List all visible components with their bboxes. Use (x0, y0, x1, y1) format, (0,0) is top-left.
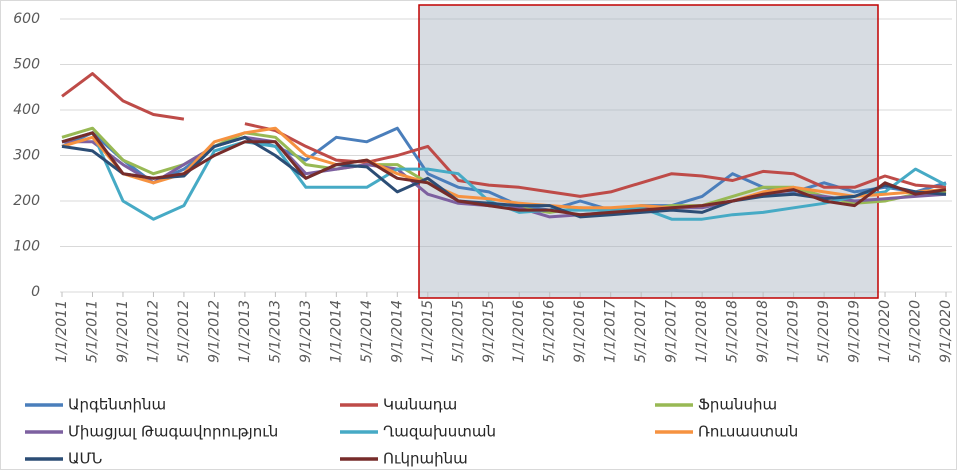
y-tick-label: 100 (13, 239, 40, 255)
x-tick-label: 9/1/2019 (847, 300, 863, 363)
x-tick-label: 5/1/2020 (908, 300, 924, 363)
y-tick-label: 0 (31, 284, 40, 300)
legend-label: Կանադա (383, 396, 457, 414)
y-tick-label: 500 (13, 57, 40, 73)
x-tick-label: 5/1/2017 (633, 300, 649, 363)
x-tick-label: 1/1/2020 (877, 300, 893, 363)
x-tick-label: 9/1/2016 (572, 300, 588, 363)
x-tick-label: 1/1/2015 (420, 300, 436, 363)
x-tick-label: 1/1/2011 (54, 300, 70, 363)
y-tick-label: 600 (13, 11, 40, 27)
x-tick-label: 9/1/2015 (481, 300, 497, 363)
x-tick-label: 1/1/2019 (786, 300, 802, 363)
legend-label: ԱՄՆ (68, 450, 102, 468)
x-tick-label: 5/1/2018 (725, 300, 741, 363)
legend-label: Ռուսաստան (698, 423, 798, 441)
x-tick-label: 5/1/2016 (542, 300, 558, 363)
series-line (61, 131, 947, 217)
y-tick-label: 200 (13, 193, 40, 209)
y-tick-label: 400 (13, 102, 40, 118)
x-tick-label: 5/1/2011 (84, 300, 100, 363)
legend-label: Միացյալ Թագավորություն (68, 423, 278, 441)
x-tick-label: 1/1/2012 (145, 300, 161, 363)
x-tick-label: 9/1/2012 (206, 300, 222, 363)
x-tick-label: 1/1/2017 (603, 300, 619, 363)
y-tick-label: 300 (13, 148, 40, 164)
x-tick-label: 1/1/2018 (694, 300, 710, 363)
legend-label: Ֆրանսիա (698, 396, 777, 414)
x-tick-label: 5/1/2013 (267, 300, 283, 363)
legend-label: Արգենտինա (68, 396, 166, 414)
series-line (61, 135, 947, 219)
x-tick-label: 9/1/2017 (664, 300, 680, 363)
x-tick-label: 5/1/2015 (450, 300, 466, 363)
x-tick-label: 9/1/2011 (115, 300, 131, 363)
x-tick-label: 1/1/2016 (511, 300, 527, 363)
x-tick-label: 1/1/2013 (237, 300, 253, 363)
x-tick-label: 5/1/2019 (816, 300, 832, 363)
series-line (61, 126, 947, 210)
legend-label: Ուկրաինա (383, 450, 468, 468)
x-tick-label: 1/1/2014 (328, 300, 344, 363)
x-tick-label: 5/1/2012 (176, 300, 192, 363)
x-tick-label: 9/1/2014 (389, 300, 405, 363)
x-tick-label: 9/1/2020 (938, 300, 954, 363)
x-tick-label: 9/1/2013 (298, 300, 314, 363)
highlight-region (418, 4, 879, 299)
legend-label: Ղազախստան (383, 423, 496, 441)
x-tick-label: 5/1/2014 (359, 300, 375, 363)
x-tick-label: 9/1/2018 (755, 300, 771, 363)
